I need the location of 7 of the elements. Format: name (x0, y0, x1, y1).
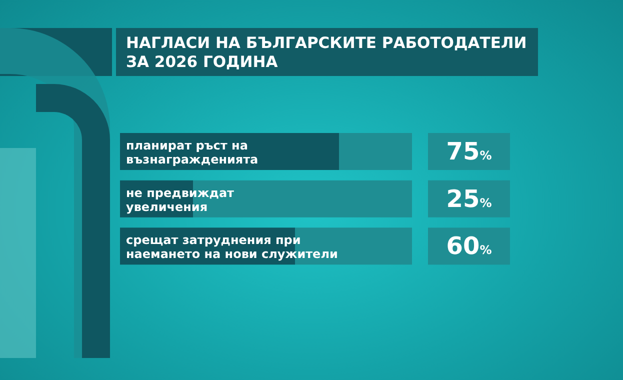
y-tick-label: планират ръст на възнагражденията (126, 138, 258, 166)
data-label: 25% (446, 184, 492, 213)
data-label: 60% (446, 232, 492, 260)
y-tick-label: не предвиждат увеличения (126, 186, 234, 214)
chart-title: НАГЛАСИ НА БЪЛГАРСКИТЕ РАБОТОДАТЕЛИ ЗА 2026 ГОДИНА (116, 28, 538, 76)
y-tick-label: срещат затруднения при наемането на нови служители (126, 233, 338, 262)
data-label: 75% (446, 138, 492, 166)
